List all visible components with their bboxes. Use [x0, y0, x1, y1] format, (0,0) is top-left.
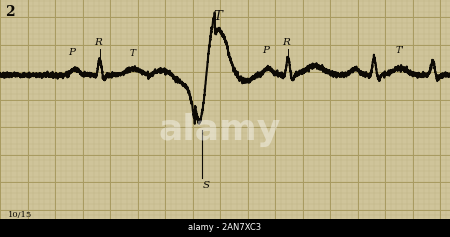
- Text: 10/15: 10/15: [8, 211, 32, 219]
- Text: T: T: [130, 49, 136, 58]
- Text: T': T': [396, 46, 404, 55]
- Text: T: T: [214, 10, 222, 23]
- Bar: [0, 219, 450, 237]
- Text: R: R: [94, 38, 102, 47]
- Text: R: R: [282, 38, 290, 47]
- Text: S: S: [202, 181, 210, 190]
- Text: P: P: [262, 46, 270, 55]
- Text: alamy - 2AN7XC3: alamy - 2AN7XC3: [189, 223, 261, 232]
- Text: 2: 2: [5, 5, 14, 19]
- Text: P: P: [68, 48, 76, 57]
- Text: alamy: alamy: [159, 113, 281, 147]
